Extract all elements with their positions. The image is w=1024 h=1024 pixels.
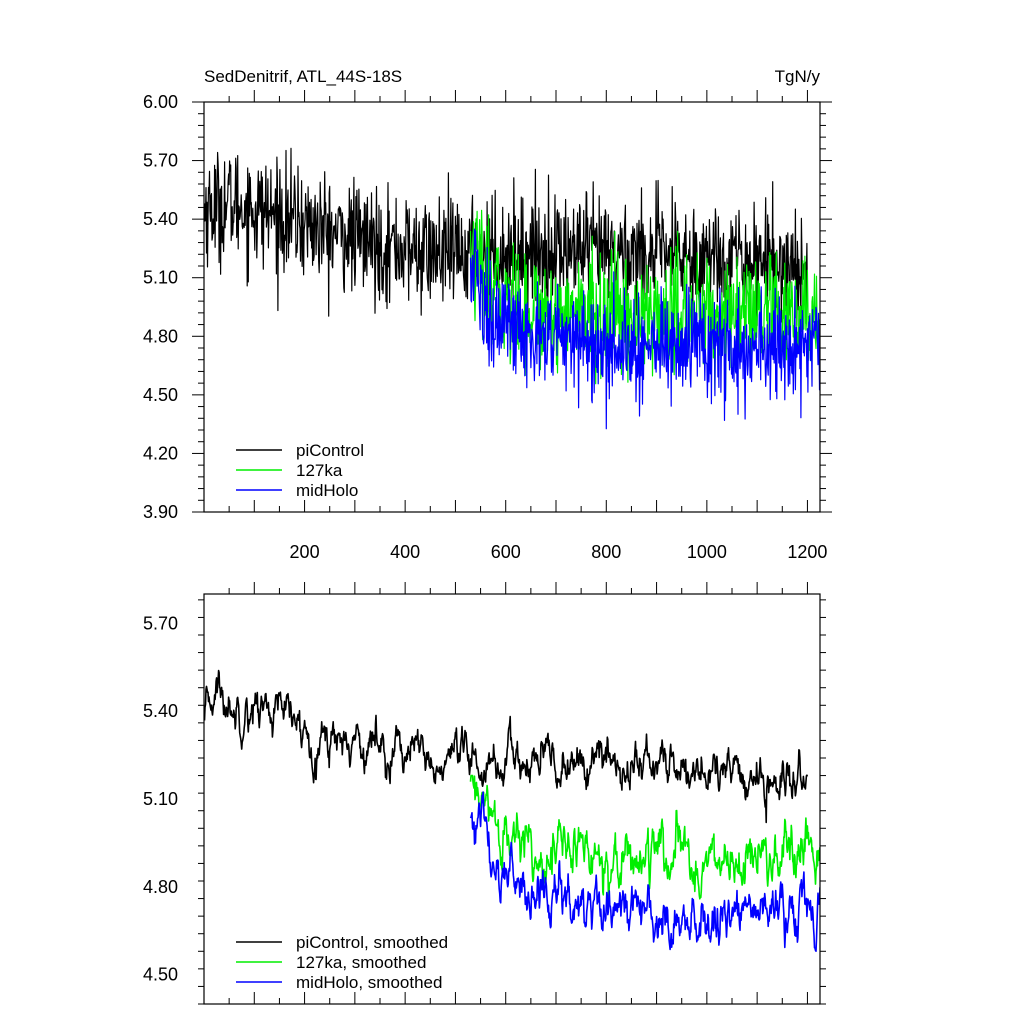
y-tick-label: 5.10: [143, 789, 178, 809]
top-panel-title: SedDenitrif, ATL_44S-18S: [204, 67, 402, 86]
y-tick-label: 6.00: [143, 92, 178, 112]
y-tick-label: 4.20: [143, 443, 178, 463]
top-panel: SedDenitrif, ATL_44S-18S TgN/y 3.90 4.20 4…: [143, 67, 832, 562]
x-tick-label: 400: [390, 542, 420, 562]
x-tick-label: 600: [491, 542, 521, 562]
y-tick-label: 3.90: [143, 502, 178, 522]
legend-label: piControl, smoothed: [296, 933, 448, 952]
x-tick-label: 1000: [687, 542, 727, 562]
series-line-picontrol: [204, 669, 809, 824]
legend-label: midHolo, smoothed: [296, 973, 442, 992]
legend-label: piControl: [296, 441, 364, 460]
y-tick-label: 5.10: [143, 268, 178, 288]
y-tick-label: 4.80: [143, 877, 178, 897]
x-tick-label: 800: [591, 542, 621, 562]
series-line-midholo: [469, 228, 820, 430]
legend-label: 127ka, smoothed: [296, 953, 426, 972]
legend-label: midHolo: [296, 481, 358, 500]
plot-frame: [203, 101, 821, 513]
series-line-midholo: [469, 791, 820, 953]
series-line-127ka: [469, 774, 820, 903]
bottom-panel: 4.50 4.80 5.10 5.40 5.70 piControl, smoothed1…: [143, 582, 826, 1005]
y-tick-label: 4.50: [143, 385, 178, 405]
x-tick-label: 200: [290, 542, 320, 562]
top-panel-units: TgN/y: [775, 67, 821, 86]
y-tick-label: 4.80: [143, 326, 178, 346]
x-tick-label: 1200: [787, 542, 827, 562]
plot-frame: [203, 593, 821, 1005]
y-tick-label: 5.40: [143, 701, 178, 721]
y-tick-label: 5.70: [143, 151, 178, 171]
y-tick-label: 4.50: [143, 965, 178, 985]
legend-label: 127ka: [296, 461, 343, 480]
y-tick-label: 5.70: [143, 613, 178, 633]
y-tick-label: 5.40: [143, 209, 178, 229]
